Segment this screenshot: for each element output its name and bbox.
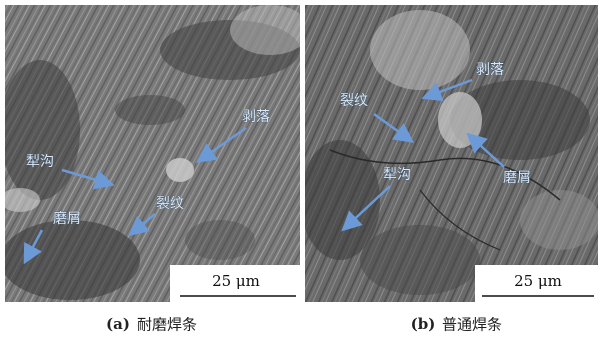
figure: 剥落 犁沟 裂纹 磨屑 剥落 裂纹 磨屑 犁沟 25 μm 25 μm (a) … bbox=[0, 0, 602, 340]
caption: 耐磨焊条 bbox=[137, 316, 197, 334]
annotation: 磨屑 bbox=[53, 211, 81, 227]
caption: 普通焊条 bbox=[442, 316, 502, 334]
annotation: 裂纹 bbox=[156, 196, 184, 212]
annotation: 犁沟 bbox=[383, 167, 411, 183]
annotation: 磨屑 bbox=[503, 170, 531, 186]
caption-prefix: (b) bbox=[411, 315, 436, 333]
annotation: 剥落 bbox=[242, 109, 270, 125]
annotation: 裂纹 bbox=[340, 93, 368, 109]
annotation: 剥落 bbox=[476, 62, 504, 78]
scale-bar-label: 25 μm bbox=[514, 272, 562, 290]
micrograph-b bbox=[300, 5, 600, 302]
scale-bar-label: 25 μm bbox=[212, 272, 260, 290]
caption-prefix: (a) bbox=[106, 315, 130, 333]
annotation: 犁沟 bbox=[26, 154, 54, 170]
